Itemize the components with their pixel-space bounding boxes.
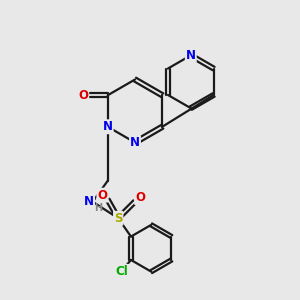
Text: Cl: Cl xyxy=(116,265,128,278)
Text: H: H xyxy=(94,203,102,213)
Text: O: O xyxy=(97,189,107,202)
Text: N: N xyxy=(84,195,94,208)
Text: N: N xyxy=(186,49,196,62)
Text: O: O xyxy=(135,191,145,204)
Text: N: N xyxy=(130,136,140,149)
Text: S: S xyxy=(114,212,122,225)
Text: O: O xyxy=(78,89,88,102)
Text: N: N xyxy=(103,120,113,133)
